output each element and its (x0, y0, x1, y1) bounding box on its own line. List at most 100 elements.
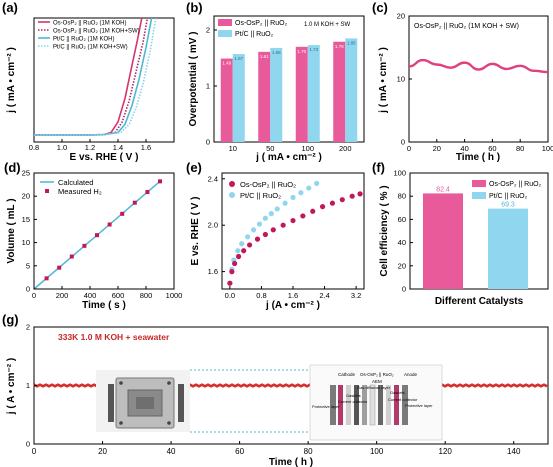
panel-g-x-ticks: 0 20 40 60 80 100 120 140 (32, 441, 521, 456)
panel-g-x-tick-label: 80 (304, 447, 313, 456)
stack-label-collector-right: Current collector (388, 397, 418, 402)
panel-c-label: (c) (372, 0, 388, 15)
panel-e-label: (e) (186, 160, 202, 175)
legend-e-label-1: Os-OsP₂ || RuO₂ (240, 180, 296, 189)
panel-e-point-series-1 (254, 236, 261, 242)
panel-f-x-label: Different Catalysts (435, 296, 524, 307)
panel-e-x-tick-label: 2.4 (319, 291, 329, 300)
stack-current-collector-right (394, 385, 399, 425)
panel-d-measured-point (132, 200, 137, 205)
panel-e-x-tick-label: 0.0 (225, 291, 235, 300)
panel-e-point-series-1 (235, 253, 242, 260)
legend-b-label-2: Pt/C || RuO₂ (235, 31, 274, 38)
panel-e-point-series-1 (229, 269, 235, 275)
panel-b-bar (258, 51, 271, 143)
legend-f-swatch-1 (472, 180, 486, 187)
panel-e-point-series-2 (268, 211, 274, 217)
panel-c-x-tick-label: 20 (433, 144, 441, 153)
stack-label-gdl: Gas diffusion layer (357, 385, 391, 390)
panel-d-measured-point (145, 190, 150, 195)
stack-protective-plate-left (330, 385, 336, 425)
panel-c-plot-area (408, 58, 549, 74)
panel-e-y-tick-label: 2.0 (208, 221, 218, 230)
panel-e-point-series-1 (232, 260, 238, 267)
legend-e-swatch-1 (229, 181, 235, 187)
panel-b: (b) 1.491.57 1.611.68 1.70 1.73 1.791.85 0 1 2… (186, 0, 365, 163)
panel-f-y-tick-label: 60 (398, 215, 406, 224)
panel-b-frame (213, 15, 365, 143)
panel-e-point-series-2 (274, 206, 280, 212)
stack-label-aem: AEM (372, 379, 382, 384)
panel-e-point-series-1 (270, 227, 276, 233)
stack-current-collector-left (338, 385, 343, 425)
legend-e-swatch-2 (229, 192, 235, 198)
panel-c-x-tick-label: 80 (516, 144, 524, 153)
stack-gas-diffusion-layer (362, 385, 367, 425)
panel-e-point-series-2 (282, 200, 288, 206)
panel-b-legend: Os-OsP₂ || RuO₂ Pt/C || RuO₂ (218, 19, 288, 38)
panel-a-frame (33, 17, 175, 143)
panel-f-legend: Os-OsP₂ || RuO₂ Pt/C || RuO₂ (472, 180, 542, 200)
panel-e-x-tick-label: 3.2 (351, 291, 361, 300)
legend-d-swatch-2 (45, 189, 49, 193)
panel-e-point-series-1 (262, 231, 268, 238)
panel-b-label: (b) (186, 0, 203, 15)
panel-e-point-series-2 (314, 180, 320, 187)
stack-label-gaskets-left: Gaskets (346, 393, 361, 398)
panel-d-y-tick-label: 0 (26, 285, 30, 294)
panel-d-measured-point (107, 222, 112, 227)
panel-c-x-tick-label: 0 (407, 144, 411, 153)
panel-a-x-label: E vs. RHE ( V ) (70, 152, 139, 163)
panel-b-y-tick-label: 2 (206, 26, 210, 35)
panel-a-x-tick-label: 1.4 (113, 143, 123, 152)
panel-g: (g) 333K 1.0 M KOH + seawater 0 1 2 0 20 40 6… (2, 312, 549, 467)
legend-b-swatch-2 (218, 30, 232, 37)
legend-b-swatch-1 (218, 19, 232, 26)
panel-e-point-series-1 (227, 280, 233, 286)
electrolyzer-screw-3 (119, 421, 123, 425)
panel-f-y-label: Cell efficiency ( % ) (379, 185, 390, 276)
panel-c-y-tick-label: 0 (401, 138, 405, 147)
panel-a-series-line-4 (34, 17, 157, 136)
panel-b-x-tick-label: 100 (301, 144, 314, 153)
panel-g-y-tick-label: 2 (26, 323, 30, 332)
panel-g-x-tick-label: 0 (32, 447, 37, 456)
panel-e-point-series-2 (235, 248, 241, 254)
stack-schematic: Cathode Os-OsP₂ || RuO₂ Anode AEM Gas di… (309, 364, 443, 441)
stack-label-cathode: Cathode (338, 372, 356, 377)
panel-b-bar-value-label: 1.49 (222, 61, 231, 66)
panel-c-y-tick-label: 20 (397, 12, 405, 21)
panel-f-y-tick-label: 0 (402, 285, 406, 294)
panel-e-x-tick-label: 1.6 (288, 291, 298, 300)
panel-b-bar (333, 41, 346, 143)
panel-b-bar (307, 45, 320, 143)
panel-b-bar-value-label: 1.73 (309, 47, 318, 52)
panel-f-plot-area: 82.4 69.3 (423, 186, 528, 289)
panel-a-y-label: j ( mA • cm⁻² ) (6, 47, 17, 114)
panel-d-measured-point (69, 254, 74, 259)
panel-a-x-tick-label: 1.0 (57, 143, 67, 152)
panel-b-bar-value-label: 1.85 (347, 40, 356, 45)
panel-e-point-series-1 (280, 222, 286, 228)
panel-c-series-line (408, 58, 549, 74)
panel-b-y-ticks: 0 1 2 (206, 26, 217, 147)
panel-d-legend: Calculated Measured H₂ (40, 178, 102, 196)
panel-a: (a) 0.8 1.0 1.2 1.4 1.6 E vs. RHE ( V ) j ( … (2, 0, 175, 163)
panel-e-y-tick-label: 1.6 (208, 267, 218, 276)
panel-b-bar (270, 47, 283, 142)
panel-f-y-ticks: 0 20 40 60 80 100 (393, 169, 413, 294)
panel-e-point-series-1 (357, 191, 363, 197)
panel-a-legend: Os-OsP₂ || RuO₂ (1M KOH) Os-OsP₂ || RuO₂… (38, 21, 140, 51)
panel-f-y-tick-label: 80 (398, 192, 406, 201)
panel-e-point-series-2 (290, 194, 296, 200)
panel-b-x-tick-label: 50 (266, 144, 274, 153)
legend-a-label-2: Os-OsP₂ || RuO₂ (1M KOH+SW) (53, 29, 140, 35)
panel-d-y-tick-label: 5 (26, 261, 30, 270)
panel-e-x-label: j (A • cm⁻² ) (265, 300, 320, 311)
panel-e-point-series-1 (290, 217, 296, 224)
stack-gasket-right (386, 385, 391, 425)
panel-c-x-tick-label: 60 (488, 144, 496, 153)
panel-e-point-series-1 (349, 193, 355, 199)
stack-label-gaskets-right: Gaskets (390, 390, 405, 395)
